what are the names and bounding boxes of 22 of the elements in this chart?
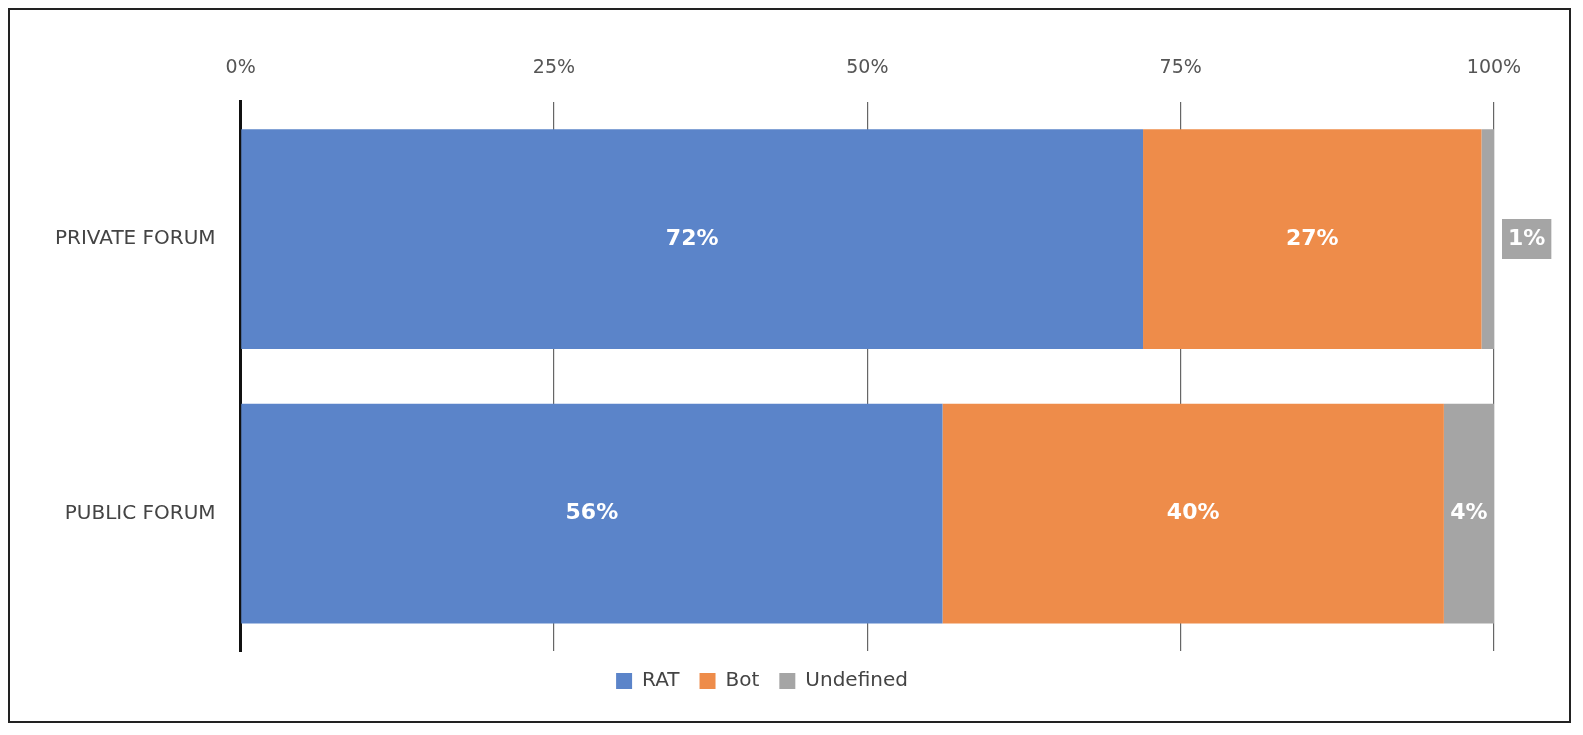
data-label: 56% [565, 499, 619, 525]
data-label: 72% [665, 224, 719, 250]
x-tick-label: 50% [846, 55, 889, 78]
bar [1481, 129, 1494, 349]
x-tick-label: 75% [1159, 55, 1202, 78]
data-label: 40% [1166, 499, 1220, 525]
legend-label: Undefined [805, 667, 908, 692]
y-tick-label: PRIVATE FORUM [54, 225, 216, 250]
x-tick-label: 25% [532, 55, 576, 78]
x-tick-label: 100% [1466, 55, 1522, 78]
bar [1443, 403, 1494, 624]
bar [1143, 129, 1482, 349]
data-label: 1% [1508, 224, 1546, 250]
data-label: 27% [1285, 224, 1339, 250]
y-tick-label: PUBLIC FORUM [64, 499, 216, 524]
data-label: 4% [1450, 499, 1488, 525]
bar [241, 403, 943, 624]
bar [241, 129, 1144, 349]
legend-label: Bot [725, 667, 760, 692]
x-tick-label: 0% [225, 55, 256, 78]
bar [942, 403, 1444, 624]
legend-label: RAT [642, 667, 681, 692]
